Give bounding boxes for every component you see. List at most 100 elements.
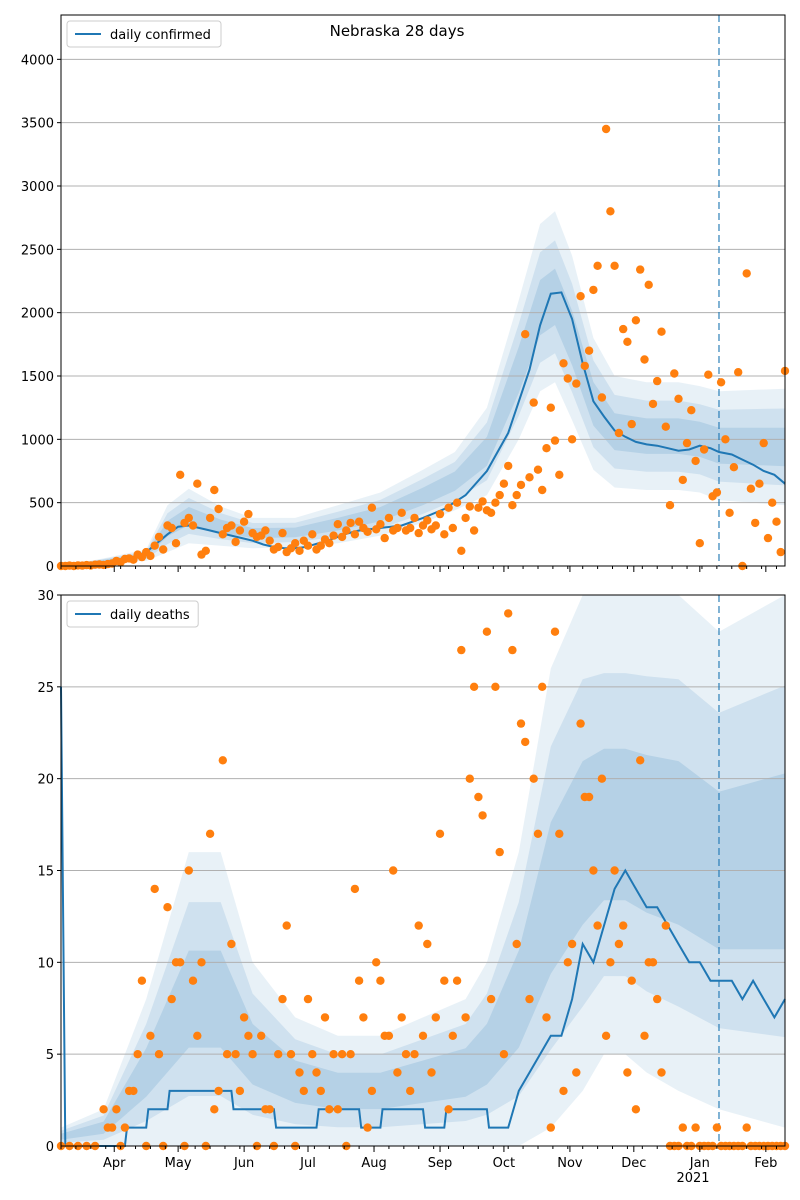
confirmed-observed-point: [682, 438, 692, 448]
deaths-y-tick-label: 0: [46, 1140, 54, 1155]
deaths-observed-point: [486, 994, 496, 1004]
confirmed-observed-point: [776, 547, 785, 557]
confirmed-observed-point: [563, 374, 572, 383]
deaths-observed-point: [146, 1031, 155, 1041]
deaths-observed-point: [469, 682, 479, 691]
confirmed-observed-point: [580, 361, 589, 371]
confirmed-observed-point: [619, 324, 628, 334]
deaths-observed-point: [593, 921, 602, 930]
deaths-observed-point: [444, 1105, 453, 1114]
deaths-observed-point: [657, 1068, 666, 1077]
confirmed-observed-point: [542, 444, 551, 453]
deaths-observed-point: [546, 1123, 555, 1132]
deaths-observed-point: [214, 1086, 223, 1096]
deaths-observed-point: [742, 1123, 751, 1132]
deaths-observed-point: [452, 976, 462, 985]
deaths-observed-point: [567, 939, 577, 949]
confirmed-observed-point: [533, 465, 543, 474]
confirmed-observed-point: [521, 330, 530, 339]
confirmed-observed-point: [550, 436, 560, 445]
confirmed-observed-point: [354, 517, 364, 526]
confirmed-observed-point: [572, 379, 581, 388]
confirmed-observed-point: [768, 498, 777, 507]
confirmed-observed-point: [444, 503, 453, 512]
confirmed-observed-point: [457, 546, 466, 555]
confirmed-observed-point: [308, 530, 317, 539]
deaths-observed-point: [427, 1068, 436, 1077]
deaths-observed-point: [295, 1068, 304, 1077]
deaths-y-tick-label: 30: [37, 589, 54, 604]
deaths-observed-point: [384, 1031, 394, 1041]
deaths-observed-point: [120, 1123, 130, 1132]
deaths-observed-point: [193, 1031, 202, 1041]
deaths-x-tick-label: Feb: [754, 1156, 777, 1171]
confirmed-observed-point: [333, 520, 342, 529]
deaths-x-tick-label: Jan: [689, 1156, 710, 1171]
confirmed-observed-point: [546, 403, 555, 412]
deaths-observed-point: [712, 1123, 722, 1132]
confirmed-observed-point: [205, 513, 215, 523]
deaths-panel: 0 5 10 15 20 25 30 Apr May Jun Jul Aug Sep Oct Nov Dec J…: [37, 589, 790, 1171]
deaths-y-tick-label: 25: [37, 681, 54, 696]
deaths-observed-point: [274, 1050, 283, 1059]
confirmed-observed-point: [214, 504, 223, 514]
confirmed-observed-point: [653, 376, 662, 386]
confirmed-observed-point: [567, 435, 577, 444]
deaths-observed-point: [401, 1050, 411, 1059]
deaths-observed-point: [222, 1050, 232, 1059]
confirmed-observed-point: [499, 479, 509, 488]
confirmed-axes-frame: [60, 14, 786, 567]
confirmed-observed-point: [171, 539, 181, 548]
deaths-model-line: [60, 686, 786, 1147]
confirmed-observed-point: [410, 513, 419, 523]
deaths-observed-point: [303, 994, 313, 1004]
deaths-observed-point: [184, 866, 193, 875]
confirmed-observed-point: [512, 490, 521, 500]
confirmed-observed-point: [478, 497, 487, 506]
deaths-observed-point: [414, 921, 423, 930]
deaths-observed-point: [389, 866, 398, 875]
confirmed-observed-point: [393, 523, 402, 533]
deaths-observed-point: [188, 976, 198, 985]
confirmed-observed-point: [508, 501, 517, 510]
confirmed-observed-point: [525, 473, 534, 482]
deaths-observed-point: [129, 1086, 138, 1096]
confirmed-y-tick-label: 2000: [21, 307, 54, 322]
confirmed-observed-point: [188, 521, 198, 530]
confirmed-uncertainty-band-1: [61, 211, 785, 567]
confirmed-observed-point: [316, 541, 325, 550]
confirmed-observed-point: [597, 393, 607, 402]
confirmed-observed-point: [184, 513, 193, 523]
deaths-observed-point: [410, 1050, 419, 1059]
deaths-observed-point: [550, 627, 560, 636]
deaths-observed-point: [678, 1123, 687, 1132]
deaths-observed-point: [150, 884, 159, 894]
deaths-observed-point: [406, 1086, 415, 1096]
confirmed-observed-point: [486, 508, 496, 517]
confirmed-observed-point: [376, 520, 385, 529]
confirmed-observed-point: [474, 503, 483, 512]
confirmed-observed-point: [452, 498, 462, 507]
deaths-observed-point: [350, 884, 360, 894]
deaths-y-tick-label: 10: [37, 956, 54, 971]
deaths-observed-point: [491, 682, 500, 691]
deaths-x-tick-label: May: [165, 1156, 192, 1171]
confirmed-observed-point: [346, 518, 355, 528]
deaths-axes-frame: [60, 594, 786, 1147]
deaths-observed-point: [636, 756, 645, 765]
deaths-y-tick-label: 5: [46, 1048, 54, 1063]
confirmed-observed-point: [729, 463, 739, 472]
confirmed-observed-point: [678, 475, 687, 485]
confirmed-observed-point: [623, 337, 632, 346]
confirmed-observed-point: [167, 523, 176, 533]
deaths-observed-point: [478, 811, 487, 820]
deaths-observed-point: [163, 903, 172, 912]
confirmed-model-line: [60, 291, 786, 567]
deaths-observed-point: [457, 645, 466, 655]
confirmed-observed-point: [627, 419, 636, 429]
confirmed-observed-point: [755, 479, 764, 488]
deaths-observed-point: [312, 1068, 321, 1077]
confirmed-observed-point: [363, 527, 372, 536]
confirmed-observed-point: [274, 542, 283, 552]
